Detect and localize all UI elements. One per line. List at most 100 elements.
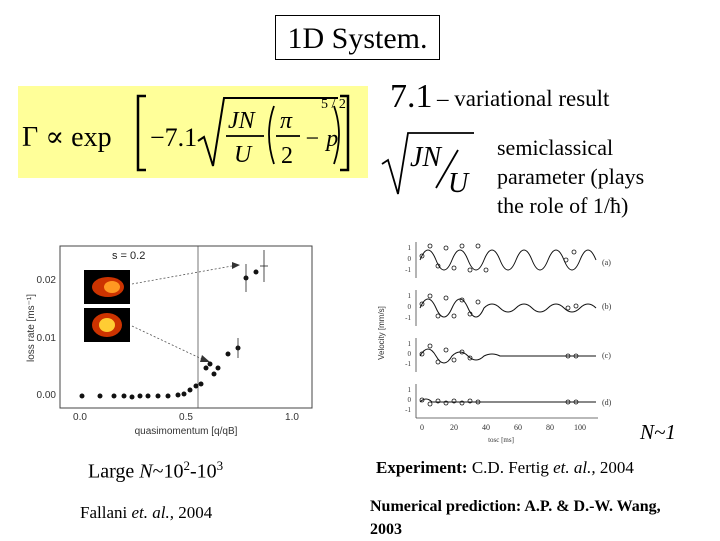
velocity-sample bbox=[475, 243, 481, 249]
loss-point bbox=[215, 365, 221, 371]
semi-line-1: semiclassical bbox=[497, 135, 614, 160]
arrow-head-1 bbox=[232, 262, 240, 269]
velocity-samples bbox=[419, 243, 579, 407]
panel-b-ytick-1: 1 bbox=[408, 292, 412, 300]
large-n-n: N bbox=[139, 460, 153, 483]
arrow-head-2 bbox=[200, 355, 210, 362]
experiment-etal: et. al., bbox=[553, 458, 596, 477]
velocity-sample bbox=[467, 398, 473, 404]
velocity-curve-c bbox=[419, 348, 596, 364]
loss-point bbox=[187, 387, 193, 393]
panel-b-label: (b) bbox=[602, 302, 612, 311]
paren-left bbox=[268, 105, 275, 165]
large-n-dash: -10 bbox=[189, 460, 217, 483]
panel-a-ytick-1: 1 bbox=[408, 244, 412, 252]
velocity-sample bbox=[451, 265, 457, 271]
experiment-label: Experiment: bbox=[376, 458, 468, 477]
loss-point bbox=[111, 393, 117, 399]
velocity-sample bbox=[419, 351, 425, 357]
velocity-sample bbox=[435, 263, 441, 269]
loss-rate-chart: 0.00 0.01 0.02 0.0 0.5 1.0 quasimomentum… bbox=[26, 245, 313, 437]
velocity-panel-c: 1 0 -1 (c) bbox=[405, 338, 611, 372]
formula-svg: Γ ∝ exp −7.1 JN U π 2 − p 5 / 2 bbox=[22, 94, 350, 172]
loss-point bbox=[137, 393, 143, 399]
loss-plot-frame bbox=[59, 245, 313, 409]
right-bracket bbox=[340, 94, 350, 172]
loss-xtick-1: 0.5 bbox=[179, 412, 193, 423]
loss-xlabel: quasimomentum [q/qB] bbox=[135, 426, 238, 437]
experiment-authors: C.D. Fertig bbox=[467, 458, 554, 477]
formula-jn: JN bbox=[228, 108, 257, 134]
loss-point bbox=[211, 371, 217, 377]
large-n-exp2: 3 bbox=[216, 458, 224, 473]
panel-c-label: (c) bbox=[602, 351, 611, 360]
atom-cloud-2-core bbox=[99, 318, 115, 332]
velocity-sample bbox=[459, 349, 465, 355]
formula-sqrt bbox=[197, 97, 338, 167]
loss-point bbox=[198, 381, 204, 387]
slide-title: 1D System. bbox=[275, 15, 440, 60]
velocity-xlabel: tosc [ms] bbox=[488, 436, 514, 444]
formula-u: U bbox=[234, 142, 253, 168]
formula-pi: π bbox=[280, 108, 293, 134]
loss-point bbox=[193, 383, 199, 389]
loss-point bbox=[79, 393, 85, 399]
panel-b-ytick-m1: -1 bbox=[405, 314, 411, 322]
panel-d-label: (d) bbox=[602, 398, 612, 407]
velocity-sample bbox=[475, 299, 481, 305]
velocity-sample bbox=[443, 400, 449, 406]
velocity-sample bbox=[467, 311, 473, 317]
loss-error-bars bbox=[237, 250, 268, 358]
loss-ylabel: loss rate [ms⁻¹] bbox=[26, 294, 37, 362]
large-n-label: Large N~102-103 bbox=[88, 458, 223, 484]
variational-coefficient: 7.1 bbox=[390, 78, 433, 115]
loss-ytick-2: 0.02 bbox=[37, 275, 57, 286]
formula-two: 2 bbox=[281, 143, 293, 169]
experiment-citation: Experiment: C.D. Fertig et. al., 2004 bbox=[376, 458, 634, 478]
numerical-authors: A.P. & D.-W. Wang, 2003 bbox=[370, 498, 661, 538]
loss-ytick-0: 0.00 bbox=[37, 390, 57, 401]
loss-point bbox=[203, 365, 209, 371]
loss-point bbox=[97, 393, 103, 399]
large-n-exp1: 2 bbox=[183, 458, 190, 473]
velocity-chart: Velocity [mm/s] 1 0 -1 (a) 1 0 -1 (b) 1 … bbox=[377, 242, 612, 444]
velocity-sample bbox=[467, 267, 473, 273]
loss-xtick-0: 0.0 bbox=[73, 412, 87, 423]
formula-exponent: 5 / 2 bbox=[321, 97, 346, 112]
panel-c-ytick-m1: -1 bbox=[405, 360, 411, 368]
velocity-xtick-60: 60 bbox=[514, 423, 522, 432]
loss-point bbox=[145, 393, 151, 399]
velocity-sample bbox=[419, 253, 425, 259]
velocity-xtick-100: 100 bbox=[574, 423, 586, 432]
paren-right bbox=[333, 105, 340, 165]
velocity-sample bbox=[451, 313, 457, 319]
velocity-sample bbox=[565, 305, 571, 311]
loss-point bbox=[181, 391, 187, 397]
velocity-curve-a bbox=[419, 249, 597, 271]
semiclassical-description: semiclassical parameter (plays the role … bbox=[497, 133, 717, 220]
velocity-sample bbox=[419, 301, 425, 307]
panel-d-ytick-1: 1 bbox=[408, 386, 412, 394]
velocity-panel-a: 1 0 -1 (a) bbox=[405, 242, 611, 278]
velocity-sample bbox=[563, 257, 569, 263]
panel-a-ytick-0: 0 bbox=[408, 255, 412, 263]
decay-rate-formula: Γ ∝ exp −7.1 JN U π 2 − p 5 / 2 bbox=[18, 86, 368, 178]
velocity-sample bbox=[565, 399, 571, 405]
velocity-xtick-20: 20 bbox=[450, 423, 458, 432]
velocity-xtick-0: 0 bbox=[420, 423, 424, 432]
loss-point bbox=[253, 269, 259, 275]
velocity-sample bbox=[427, 401, 433, 407]
n-approx-1-label: N~1 bbox=[640, 420, 676, 444]
loss-point bbox=[175, 392, 181, 398]
arrow-line-1 bbox=[131, 265, 233, 285]
velocity-sample bbox=[443, 347, 449, 353]
panel-c-ytick-0: 0 bbox=[408, 350, 412, 358]
atom-cloud-1-core bbox=[104, 281, 120, 293]
large-n-prefix: Large bbox=[88, 460, 140, 483]
arrow-line-2 bbox=[131, 325, 205, 361]
velocity-curve-d bbox=[419, 398, 596, 403]
semi-line-2: parameter (plays bbox=[497, 164, 645, 189]
panel-d-ytick-0: 0 bbox=[408, 396, 412, 404]
loss-point bbox=[155, 393, 161, 399]
semiclassical-sqrt: JN U bbox=[381, 132, 474, 199]
